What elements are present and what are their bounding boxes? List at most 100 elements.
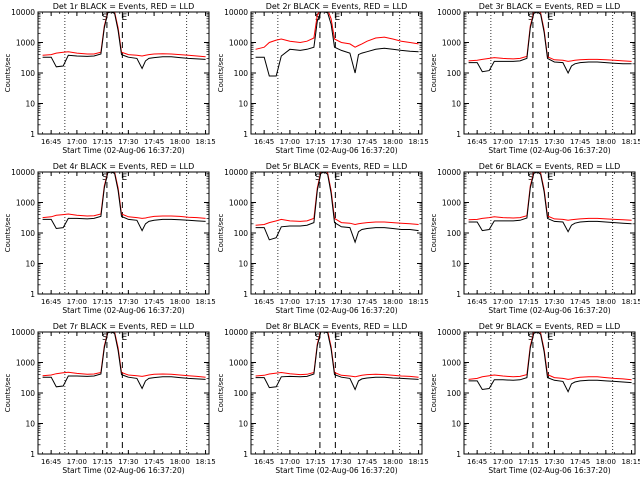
panel-det-4: Det 4r BLACK = Events, RED = LLD Counts/s…: [4, 162, 216, 315]
x-tick-label: 17:30: [544, 138, 564, 146]
start-marker: S: [315, 173, 321, 183]
x-tick-label: 17:00: [493, 138, 513, 146]
panel-title: Det 9r BLACK = Events, RED = LLD: [479, 322, 621, 331]
x-tick-label: 16:45: [41, 138, 61, 146]
x-tick-label: 18:15: [195, 298, 215, 306]
x-tick-label: 18:00: [383, 458, 403, 466]
panel-title: Det 5r BLACK = Events, RED = LLD: [266, 162, 408, 171]
y-tick-label: 10000: [11, 328, 35, 337]
y-tick-label: 1: [243, 130, 248, 139]
series-events-line: [42, 172, 206, 232]
x-axis-label: Start Time (02-Aug-06 16:37:20): [275, 466, 397, 475]
y-tick-label: 1000: [16, 359, 35, 368]
end-marker: E: [122, 173, 128, 183]
y-tick-label: 10: [451, 420, 461, 429]
x-tick-label: 17:15: [519, 138, 539, 146]
x-axis-label: Start Time (02-Aug-06 16:37:20): [62, 146, 184, 155]
x-axis-label: Start Time (02-Aug-06 16:37:20): [275, 306, 397, 315]
y-tick-label: 10: [25, 260, 35, 269]
y-tick-label: 10: [238, 260, 248, 269]
y-tick-label: 1: [30, 450, 35, 459]
x-tick-label: 17:45: [357, 458, 377, 466]
x-tick-label: 16:45: [254, 138, 274, 146]
y-tick-label: 100: [447, 389, 462, 398]
y-axis-label: Counts/sec: [430, 54, 438, 93]
y-tick-label: 1000: [442, 199, 461, 208]
series-events-line: [468, 332, 632, 393]
y-tick-label: 1000: [442, 359, 461, 368]
x-axis-label: Start Time (02-Aug-06 16:37:20): [488, 306, 610, 315]
panel-title: Det 2r BLACK = Events, RED = LLD: [266, 2, 408, 11]
series-lld-line: [255, 12, 419, 50]
x-tick-label: 17:00: [280, 458, 300, 466]
x-tick-label: 17:45: [357, 138, 377, 146]
series-lld-line: [42, 332, 206, 378]
series-events-line: [255, 172, 419, 244]
y-axis-label: Counts/sec: [430, 214, 438, 253]
x-tick-label: 18:15: [621, 138, 640, 146]
y-axis-label: Counts/sec: [4, 54, 12, 93]
start-marker: S: [528, 13, 534, 23]
y-tick-label: 10000: [437, 168, 461, 177]
x-tick-label: 18:15: [408, 458, 428, 466]
panel-title: Det 6r BLACK = Events, RED = LLD: [479, 162, 621, 171]
panel-det-5: Det 5r BLACK = Events, RED = LLD Counts/s…: [217, 162, 429, 315]
x-tick-label: 18:00: [596, 298, 616, 306]
plot-frame: [37, 171, 210, 295]
series-lld-line: [255, 172, 419, 226]
plot-frame: [37, 11, 210, 135]
x-tick-label: 17:45: [570, 138, 590, 146]
y-axis-label: Counts/sec: [4, 214, 12, 253]
y-tick-label: 10: [451, 100, 461, 109]
x-tick-label: 17:15: [519, 298, 539, 306]
x-tick-label: 16:45: [467, 298, 487, 306]
start-marker: S: [528, 173, 534, 183]
series-events-line: [468, 12, 632, 75]
x-tick-label: 16:45: [41, 298, 61, 306]
x-tick-label: 16:45: [467, 458, 487, 466]
x-axis-label: Start Time (02-Aug-06 16:37:20): [62, 306, 184, 315]
y-tick-label: 100: [447, 229, 462, 238]
x-tick-label: 18:15: [408, 298, 428, 306]
y-tick-label: 100: [447, 69, 462, 78]
x-tick-label: 18:15: [195, 138, 215, 146]
y-tick-label: 1: [456, 130, 461, 139]
x-tick-label: 18:00: [596, 138, 616, 146]
x-tick-label: 17:00: [280, 138, 300, 146]
plot-frame: [250, 331, 423, 455]
y-tick-label: 10000: [437, 328, 461, 337]
x-tick-label: 17:00: [67, 138, 87, 146]
x-tick-label: 18:00: [596, 458, 616, 466]
panel-title: Det 3r BLACK = Events, RED = LLD: [479, 2, 621, 11]
x-tick-label: 17:30: [331, 458, 351, 466]
y-tick-label: 1: [456, 290, 461, 299]
x-tick-label: 17:30: [331, 298, 351, 306]
y-axis-label: Counts/sec: [4, 374, 12, 413]
y-tick-label: 1000: [16, 39, 35, 48]
x-tick-label: 16:45: [467, 138, 487, 146]
x-tick-label: 16:45: [41, 458, 61, 466]
x-tick-label: 17:45: [144, 298, 164, 306]
y-tick-label: 10000: [11, 8, 35, 17]
x-tick-label: 17:30: [544, 458, 564, 466]
x-tick-label: 17:15: [306, 298, 326, 306]
x-tick-label: 18:00: [170, 138, 190, 146]
plot-frame: [37, 331, 210, 455]
x-tick-label: 18:15: [195, 458, 215, 466]
x-tick-label: 17:45: [570, 458, 590, 466]
x-tick-label: 17:00: [67, 458, 87, 466]
y-tick-label: 10: [451, 260, 461, 269]
series-events-line: [255, 12, 419, 77]
end-marker: E: [335, 173, 341, 183]
y-axis-label: Counts/sec: [217, 214, 225, 253]
x-tick-label: 18:15: [621, 458, 640, 466]
y-tick-label: 10: [25, 420, 35, 429]
panel-det-9: Det 9r BLACK = Events, RED = LLD Counts/s…: [430, 322, 640, 475]
x-tick-label: 17:30: [544, 298, 564, 306]
panel-det-8: Det 8r BLACK = Events, RED = LLD Counts/s…: [217, 322, 429, 475]
x-tick-label: 17:30: [118, 138, 138, 146]
x-tick-label: 17:00: [67, 298, 87, 306]
end-marker: E: [122, 13, 128, 23]
end-marker: E: [335, 333, 341, 343]
x-tick-label: 17:15: [306, 138, 326, 146]
